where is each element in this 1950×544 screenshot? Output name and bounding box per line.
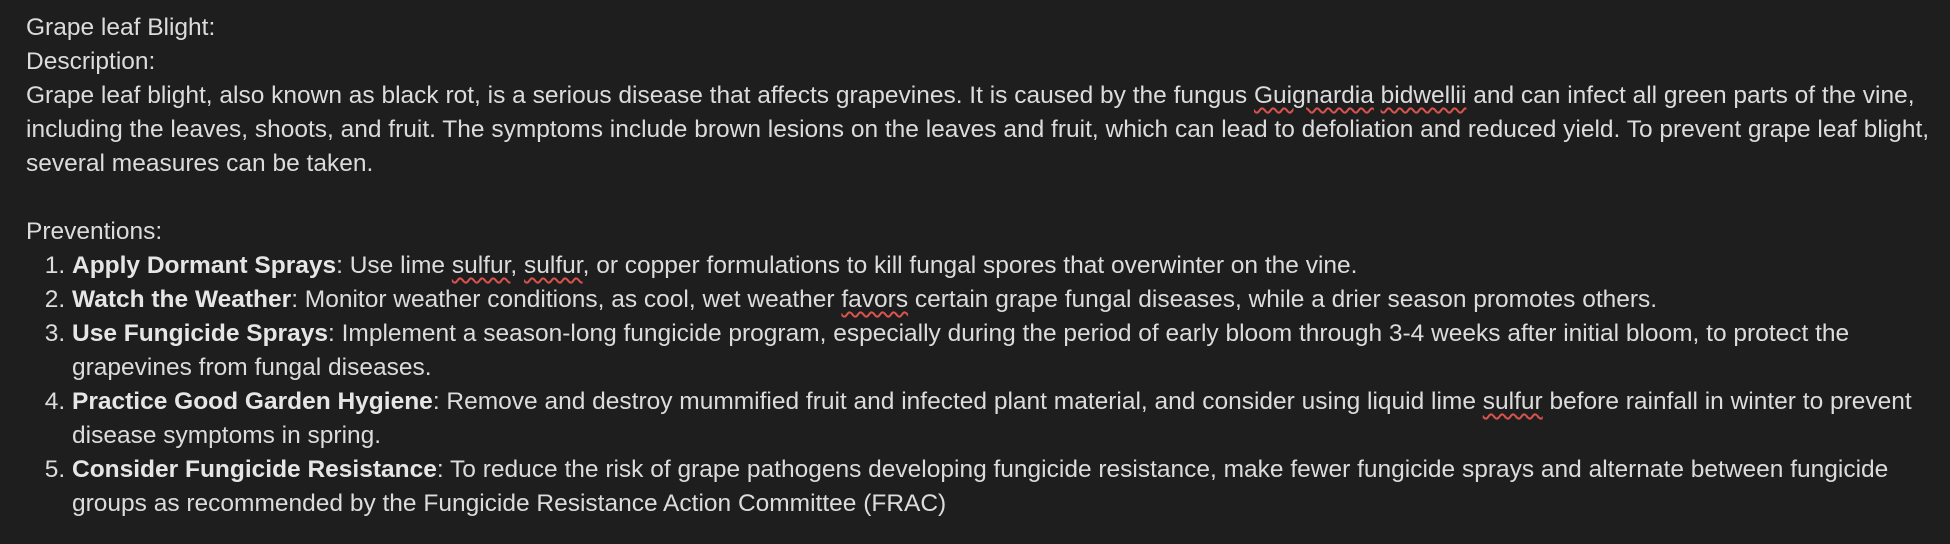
list-item: Watch the Weather: Monitor weather condi… (72, 283, 1936, 317)
item-text: , (510, 252, 525, 279)
list-item: Consider Fungicide Resistance: To reduce… (72, 453, 1936, 521)
item-text: certain grape fungal diseases, while a d… (908, 286, 1658, 313)
description-text: Grape leaf blight, also known as black r… (26, 82, 1254, 109)
description-space (1374, 82, 1381, 109)
list-item: Practice Good Garden Hygiene: Remove and… (72, 385, 1936, 453)
list-item: Use Fungicide Sprays: Implement a season… (72, 317, 1936, 385)
misspelled-word[interactable]: favors (841, 286, 909, 313)
misspelled-word[interactable]: bidwellii (1380, 82, 1467, 109)
item-title: Consider Fungicide Resistance (72, 456, 437, 483)
document-title: Grape leaf Blight: (26, 14, 216, 41)
item-title: Apply Dormant Sprays (72, 252, 337, 279)
preventions-list: Apply Dormant Sprays: Use lime sulfur, s… (26, 249, 1936, 521)
misspelled-word[interactable]: sulfur (451, 252, 511, 279)
item-text: : Remove and destroy mummified fruit and… (432, 388, 1483, 415)
misspelled-word[interactable]: sulfur (1482, 388, 1543, 415)
item-title: Practice Good Garden Hygiene (72, 388, 433, 415)
item-text: : Monitor weather conditions, as cool, w… (291, 286, 842, 313)
item-title: Use Fungicide Sprays (72, 320, 328, 347)
list-item: Apply Dormant Sprays: Use lime sulfur, s… (72, 249, 1936, 283)
document-body[interactable]: Grape leaf Blight: Description: Grape le… (26, 11, 1936, 521)
blank-line (26, 181, 1936, 215)
preventions-heading: Preventions: (26, 218, 163, 245)
misspelled-word[interactable]: Guignardia (1253, 82, 1374, 109)
misspelled-word[interactable]: sulfur (524, 252, 583, 279)
description-heading: Description: (26, 48, 156, 75)
item-text: : To reduce the risk of grape pathogens … (72, 456, 1889, 517)
description-text: and can infect all green parts of the vi… (26, 82, 1930, 177)
item-title: Watch the Weather (72, 286, 292, 313)
item-text: , or copper formulations to kill fungal … (582, 252, 1358, 279)
item-text: : Use lime (336, 252, 452, 279)
item-text: : Implement a season-long fungicide prog… (72, 320, 1850, 381)
description-paragraph: Grape leaf blight, also known as black r… (26, 79, 1936, 181)
item-text: before rainfall in winter to prevent dis… (72, 388, 1912, 449)
